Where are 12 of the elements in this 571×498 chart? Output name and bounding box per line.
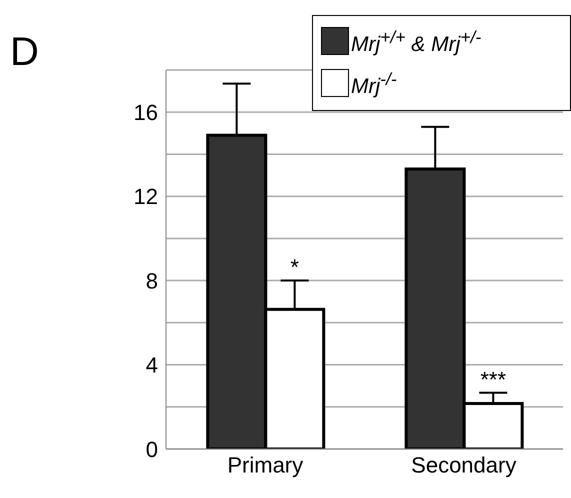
- y-tick-label: 16: [134, 100, 158, 125]
- y-tick-label: 12: [134, 184, 158, 210]
- x-tick-label: Secondary: [411, 452, 516, 478]
- y-tick-label: 8: [146, 268, 158, 294]
- y-tick-label: 0: [146, 436, 158, 462]
- annotation: *: [290, 254, 300, 280]
- y-tick-label: 4: [146, 352, 158, 378]
- legend-label: Mrj$^{-/-}$: [351, 68, 397, 100]
- x-tick-label: Primary: [227, 452, 304, 478]
- annotation: ***: [480, 366, 506, 392]
- chart-title: D: [10, 30, 39, 75]
- legend-label: Mrj$^{+/+}$ & Mrj$^{+/-}$: [351, 26, 482, 58]
